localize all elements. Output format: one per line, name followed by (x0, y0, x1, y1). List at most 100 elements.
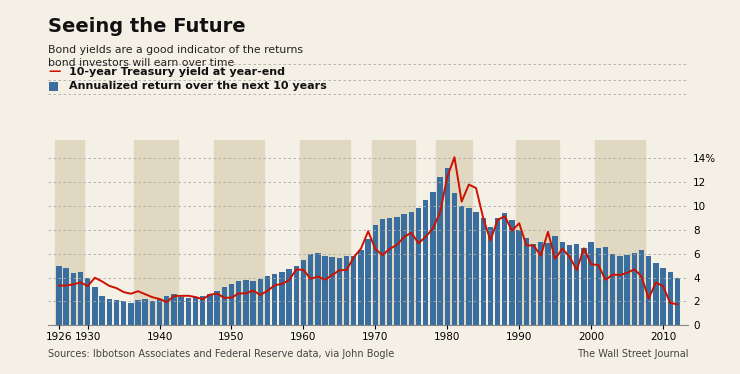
Bar (603, 246, 608, 325)
Bar (495, 218, 500, 325)
Bar (92, 287, 98, 325)
Bar (437, 177, 443, 325)
Bar (387, 218, 392, 325)
Bar (135, 300, 141, 325)
Bar (323, 256, 328, 325)
Bar (373, 225, 378, 325)
Bar (595, 140, 645, 325)
Bar (401, 214, 407, 325)
Bar (135, 140, 178, 325)
Bar (466, 208, 471, 325)
Text: Seeing the Future: Seeing the Future (48, 17, 246, 36)
Bar (574, 244, 579, 325)
Bar (610, 254, 616, 325)
Bar (538, 242, 543, 325)
Bar (459, 206, 464, 325)
Bar (214, 140, 264, 325)
Bar (265, 276, 270, 325)
Bar (294, 266, 299, 325)
Bar (474, 212, 479, 325)
Bar (416, 208, 421, 325)
Bar (351, 256, 357, 325)
Bar (394, 217, 400, 325)
Bar (99, 295, 105, 325)
Bar (64, 268, 69, 325)
Bar (207, 294, 212, 325)
Bar (480, 218, 486, 325)
Bar (315, 252, 320, 325)
Bar (286, 269, 292, 325)
Bar (229, 283, 234, 325)
Bar (215, 291, 220, 325)
Bar (567, 245, 572, 325)
Bar (143, 299, 148, 325)
Bar (308, 254, 313, 325)
Bar (559, 242, 565, 325)
Bar (516, 140, 559, 325)
Text: Bond yields are a good indicator of the returns
bond investors will earn over ti: Bond yields are a good indicator of the … (48, 45, 303, 68)
Bar (236, 281, 241, 325)
Bar (675, 278, 680, 325)
Bar (488, 227, 493, 325)
Bar (300, 140, 350, 325)
Bar (631, 252, 637, 325)
Bar (164, 295, 169, 325)
Bar (667, 272, 673, 325)
Bar (279, 272, 285, 325)
Text: 10-year Treasury yield at year-end: 10-year Treasury yield at year-end (69, 67, 285, 77)
Bar (121, 301, 127, 325)
Bar (545, 243, 551, 325)
Bar (502, 213, 508, 325)
Bar (272, 274, 278, 325)
Text: The Wall Street Journal: The Wall Street Journal (576, 349, 688, 359)
Bar (517, 230, 522, 325)
Bar (157, 299, 162, 325)
Bar (660, 268, 666, 325)
Text: Sources: Ibbotson Associates and Federal Reserve data, via John Bogle: Sources: Ibbotson Associates and Federal… (48, 349, 394, 359)
Bar (430, 191, 436, 325)
Bar (70, 273, 76, 325)
Bar (445, 168, 450, 325)
Bar (85, 278, 90, 325)
Bar (149, 301, 155, 325)
Bar (243, 280, 249, 325)
Bar (186, 298, 191, 325)
Bar (408, 212, 414, 325)
Bar (128, 303, 133, 325)
Bar (329, 257, 335, 325)
Bar (653, 263, 659, 325)
Bar (78, 272, 83, 325)
Bar (193, 297, 198, 325)
Bar (56, 140, 84, 325)
Bar (371, 140, 415, 325)
Bar (114, 300, 119, 325)
Bar (639, 250, 644, 325)
Bar (451, 193, 457, 325)
Bar (581, 248, 587, 325)
Bar (337, 258, 342, 325)
Bar (646, 256, 651, 325)
Bar (625, 255, 630, 325)
Bar (509, 220, 515, 325)
Bar (617, 256, 622, 325)
Bar (250, 281, 256, 325)
Bar (437, 140, 472, 325)
Bar (380, 219, 386, 325)
Bar (358, 250, 363, 325)
Bar (531, 244, 536, 325)
Bar (300, 260, 306, 325)
Bar (596, 248, 601, 325)
Bar (344, 256, 349, 325)
Text: Annualized return over the next 10 years: Annualized return over the next 10 years (69, 82, 326, 91)
Text: —: — (48, 65, 61, 78)
Bar (423, 200, 428, 325)
Bar (366, 239, 371, 325)
Bar (524, 238, 529, 325)
Bar (258, 279, 263, 325)
Bar (171, 294, 177, 325)
Bar (588, 242, 593, 325)
Bar (107, 299, 112, 325)
Bar (178, 297, 184, 325)
Bar (221, 287, 227, 325)
Bar (56, 266, 61, 325)
